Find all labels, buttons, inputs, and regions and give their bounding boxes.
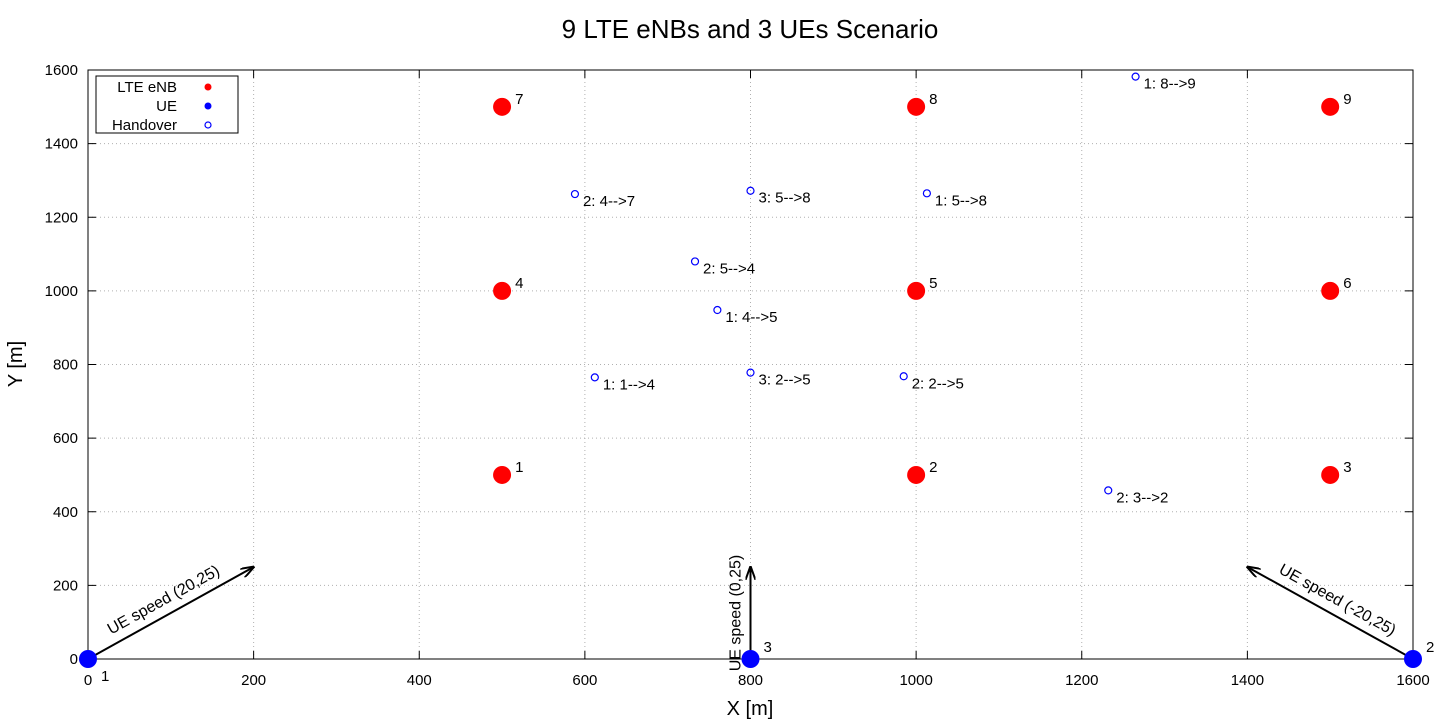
x-tick-label: 800 [738, 672, 763, 689]
x-tick-label: 1000 [899, 672, 932, 689]
enb-point [907, 465, 926, 484]
x-axis-label: X [m] [727, 698, 774, 720]
handover-label: 1: 1-->4 [603, 376, 655, 393]
enb-label: 8 [929, 91, 937, 108]
enb-point [1321, 281, 1340, 300]
legend-entry-marker [204, 83, 212, 91]
ue-point [741, 650, 760, 668]
handover-label: 2: 3-->2 [1116, 489, 1168, 506]
enb-label: 7 [515, 91, 523, 108]
speed-arrow-label: UE speed (-20,25) [1276, 561, 1399, 639]
legend-entry-marker [204, 121, 212, 129]
y-tick-label: 0 [70, 651, 78, 668]
enb-label: 4 [515, 275, 523, 292]
y-tick-label: 1200 [45, 209, 78, 226]
enb-label: 2 [929, 459, 937, 476]
enb-point [1321, 465, 1340, 484]
x-tick-label: 0 [84, 672, 92, 689]
x-tick-label: 1200 [1065, 672, 1098, 689]
y-tick-label: 1000 [45, 283, 78, 300]
enb-point [907, 97, 926, 116]
enb-point [1321, 97, 1340, 116]
handover-label: 3: 5-->8 [759, 190, 811, 207]
handover-point [922, 189, 931, 198]
ue-point [1404, 650, 1422, 668]
y-tick-label: 400 [53, 504, 78, 521]
y-tick-label: 200 [53, 577, 78, 594]
x-tick-label: 400 [407, 672, 432, 689]
y-tick-label: 1600 [45, 62, 78, 79]
enb-label: 3 [1343, 459, 1351, 476]
handover-label: 1: 8-->9 [1144, 76, 1196, 93]
handover-point [590, 373, 599, 382]
legend-box [95, 75, 239, 134]
handover-point [570, 189, 580, 199]
ue-point [79, 650, 97, 668]
speed-arrow [87, 567, 254, 660]
handover-point [899, 372, 908, 381]
enb-label: 1 [515, 459, 523, 476]
enb-point [493, 281, 512, 300]
handover-point [746, 368, 755, 377]
handover-point [690, 257, 700, 266]
legend-entry-marker [204, 102, 212, 110]
ue-label: 2 [1426, 639, 1434, 656]
legend-entry-label: UE [156, 98, 177, 115]
x-tick-label: 1600 [1396, 672, 1429, 689]
handover-label: 2: 4-->7 [583, 193, 635, 210]
handover-label: 1: 4-->5 [725, 309, 777, 326]
enb-point [493, 97, 512, 116]
handover-label: 1: 5-->8 [935, 192, 987, 209]
handover-point [1104, 486, 1113, 495]
speed-arrow-label: UE speed (0,25) [728, 555, 745, 672]
y-axis-label: Y [m] [5, 341, 27, 387]
speed-arrow-label: UE speed (20,25) [105, 562, 223, 638]
handover-label: 2: 2-->5 [912, 375, 964, 392]
y-tick-label: 600 [53, 430, 78, 447]
legend: LTE eNB UE Handover [95, 75, 239, 134]
enb-label: 9 [1343, 91, 1351, 108]
chart-title: 9 LTE eNBs and 3 UEs Scenario [562, 14, 939, 44]
handover-point [746, 186, 755, 195]
x-tick-label: 600 [572, 672, 597, 689]
speed-arrow [1247, 567, 1414, 660]
data-marks: 1 2 3 4 5 6 7 8 9 1 2 3 1: 8-->9 2: 4-->7 3: 5-->8 1: 5… [79, 72, 1434, 685]
legend-entry-label: Handover [112, 117, 177, 134]
enb-label: 5 [929, 275, 937, 292]
handover-label: 3: 2-->5 [759, 372, 811, 389]
x-tick-label: 200 [241, 672, 266, 689]
handover-point [1131, 72, 1140, 81]
grid [88, 70, 1413, 659]
axis-ticks: 0 200 400 600 800 1000 1200 1400 1600 0 200 400 600 8… [45, 62, 1430, 689]
enb-point [493, 465, 512, 484]
legend-entry-label: LTE eNB [117, 79, 177, 96]
y-tick-label: 800 [53, 357, 78, 374]
handover-label: 2: 5-->4 [703, 260, 755, 277]
ue-label: 1 [101, 668, 109, 685]
ue-label: 3 [764, 639, 772, 656]
x-tick-label: 1400 [1231, 672, 1264, 689]
enb-point [907, 281, 926, 300]
y-tick-label: 1400 [45, 136, 78, 153]
enb-label: 6 [1343, 275, 1351, 292]
handover-point [713, 305, 722, 315]
